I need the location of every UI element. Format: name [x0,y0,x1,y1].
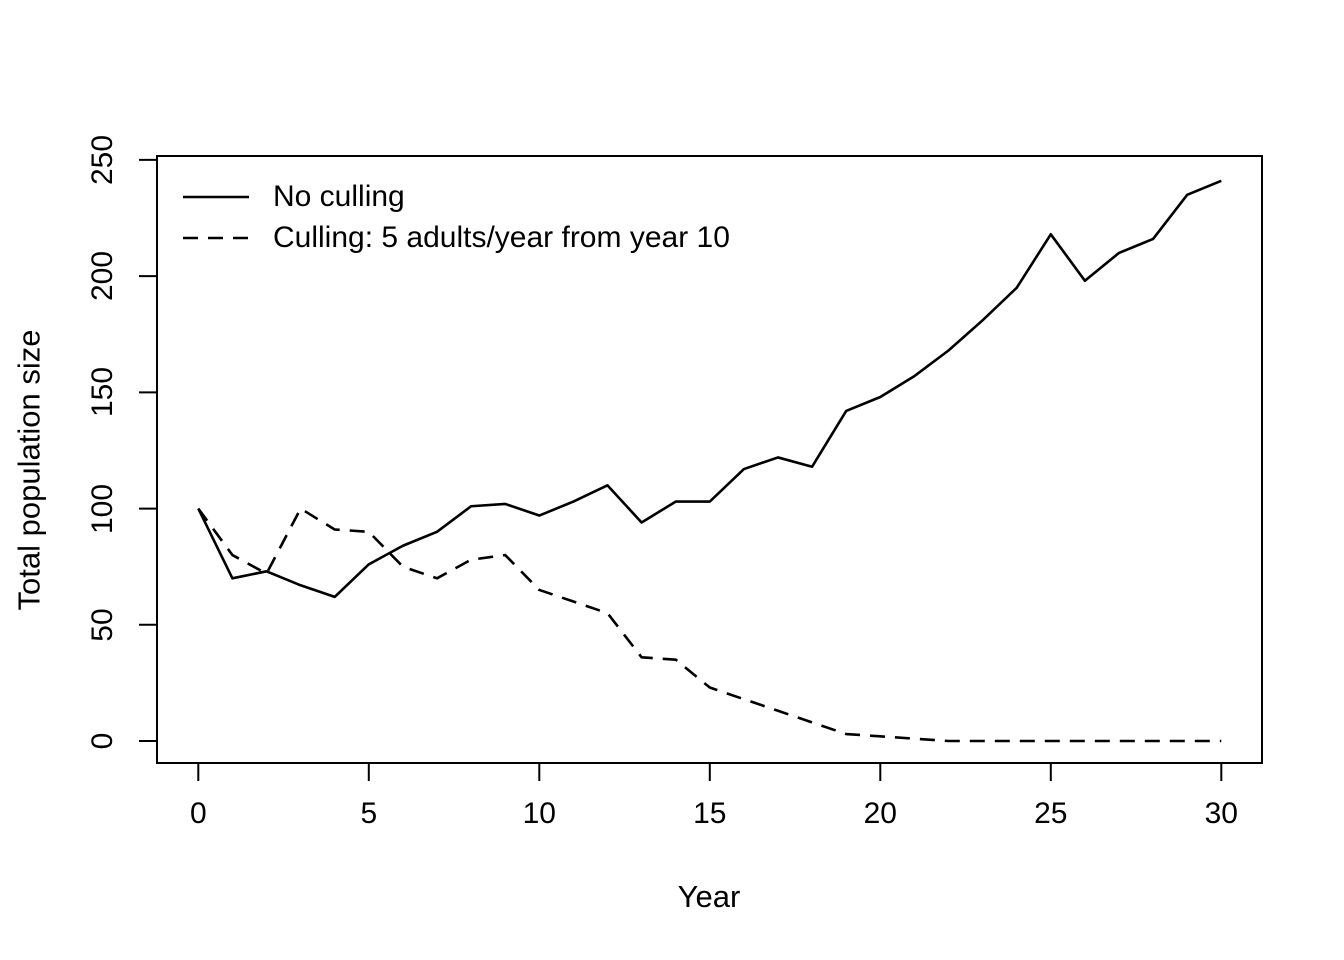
legend-item-culling: Culling: 5 adults/year from year 10 [183,217,730,258]
x-tick-label: 30 [1204,797,1238,830]
solid-line-sample-icon [183,195,249,198]
y-tick-label: 250 [86,134,119,185]
series-line-solid [197,179,1222,599]
x-tick-label: 10 [522,797,556,830]
x-tick-label: 25 [1034,797,1068,830]
legend-item-no-culling: No culling [183,176,730,217]
y-tick-label: 50 [86,608,119,642]
dashed-line-sample-icon [183,236,249,239]
x-tick-label: 0 [189,797,207,830]
x-axis-title: Year [677,879,741,914]
x-tick-label: 20 [863,797,897,830]
x-tick-label: 15 [693,797,727,830]
y-tick-label: 150 [86,367,119,418]
x-tick-label: 5 [360,797,378,830]
legend-label: Culling: 5 adults/year from year 10 [273,220,730,254]
y-axis-title: Total population size [11,329,47,611]
y-tick-label: 200 [86,251,119,302]
y-tick-label: 0 [86,732,119,750]
legend: No culling Culling: 5 adults/year from y… [183,176,730,258]
y-tick-label: 100 [86,483,119,534]
series-line-dashed [197,507,1222,743]
legend-label: No culling [273,179,405,213]
